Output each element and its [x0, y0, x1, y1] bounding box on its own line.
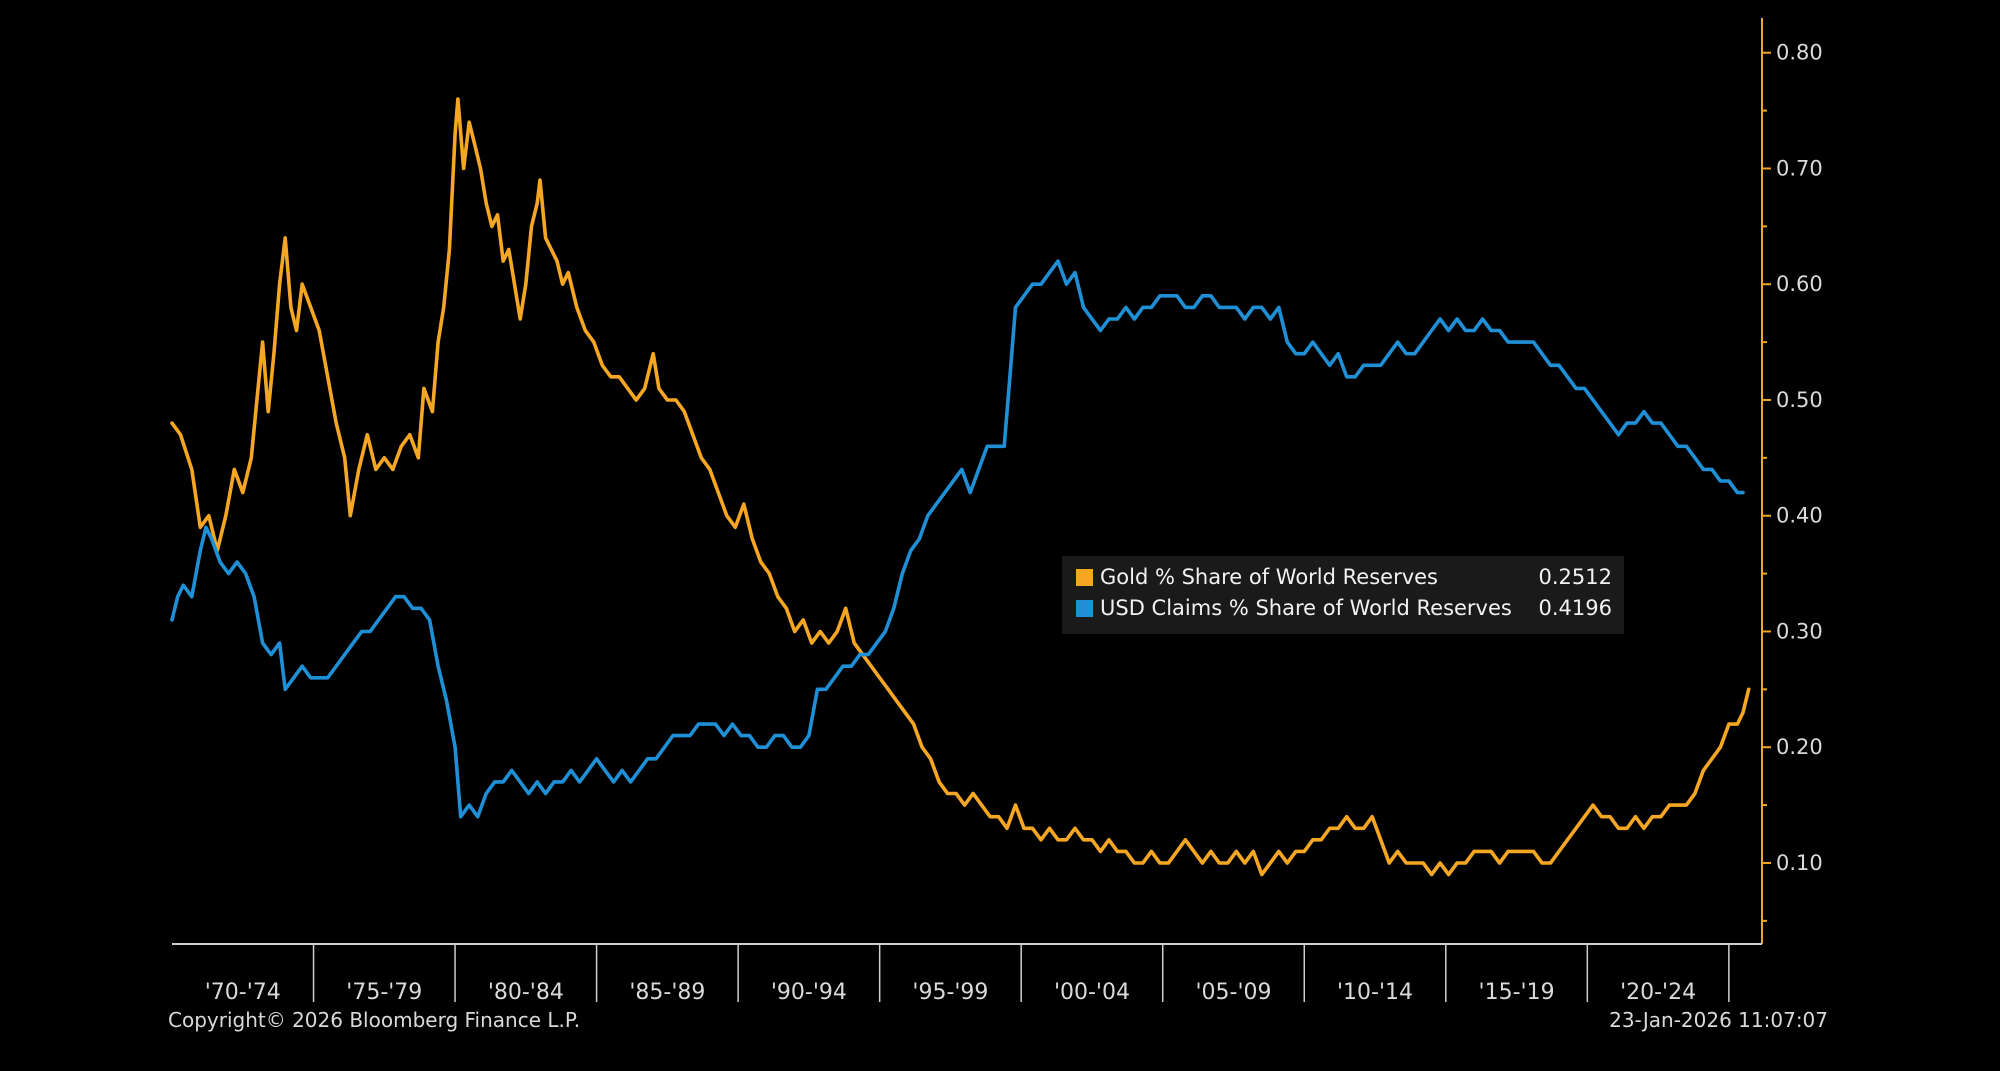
- y-tick-label: 0.70: [1776, 156, 1823, 180]
- x-tick-label: '10-'14: [1337, 980, 1413, 1005]
- legend-series-name: Gold % Share of World Reserves: [1100, 565, 1438, 589]
- y-tick-label: 0.40: [1776, 504, 1823, 528]
- x-axis: '70-'74 '75-'79 '80-'84 '85-'89 '90-'94 '95-'…: [172, 943, 1762, 1005]
- x-tick-label: '20-'24: [1620, 980, 1696, 1005]
- y-tick-label: 0.80: [1776, 41, 1823, 65]
- copyright-label: Copyright© 2026 Bloomberg Finance L.P.: [168, 1008, 581, 1032]
- x-tick-label: '80-'84: [488, 980, 564, 1005]
- legend-swatch: [1076, 569, 1093, 586]
- x-tick-label: '95-'99: [912, 980, 988, 1005]
- y-axis: 0.10 0.20 0.30 0.40 0.50 0.60 0.70 0.80: [1761, 18, 1823, 944]
- gold-share-line: [170, 97, 1751, 877]
- x-tick-label: '15-'19: [1479, 980, 1555, 1005]
- legend: Gold % Share of World Reserves 0.2512 USD …: [1062, 556, 1624, 634]
- copyright-text: Copyright© 2026 Bloomberg Finance L.P.: [168, 1008, 608, 1032]
- y-tick-label: 0.10: [1776, 851, 1823, 875]
- y-tick-label: 0.60: [1776, 272, 1823, 296]
- timestamp-text: 23-Jan-2026 11:07:07: [1609, 1008, 1828, 1032]
- usd-claims-share-line: [170, 259, 1745, 819]
- legend-box: [1062, 556, 1624, 634]
- legend-swatch: [1076, 600, 1093, 617]
- y-tick-label: 0.50: [1776, 388, 1823, 412]
- legend-last-value: 0.2512: [1539, 565, 1612, 589]
- series-layer: [170, 97, 1751, 877]
- legend-series-name: USD Claims % Share of World Reserves: [1100, 596, 1512, 620]
- y-tick-label: 0.30: [1776, 619, 1823, 643]
- x-tick-label: '00-'04: [1054, 980, 1130, 1005]
- x-tick-label: '05-'09: [1195, 980, 1271, 1005]
- x-tick-label: '75-'79: [346, 980, 422, 1005]
- legend-last-value: 0.4196: [1539, 596, 1612, 620]
- x-tick-label: '70-'74: [205, 980, 281, 1005]
- x-tick-label: '85-'89: [629, 980, 705, 1005]
- y-tick-label: 0.20: [1776, 735, 1823, 759]
- x-tick-label: '90-'94: [771, 980, 847, 1005]
